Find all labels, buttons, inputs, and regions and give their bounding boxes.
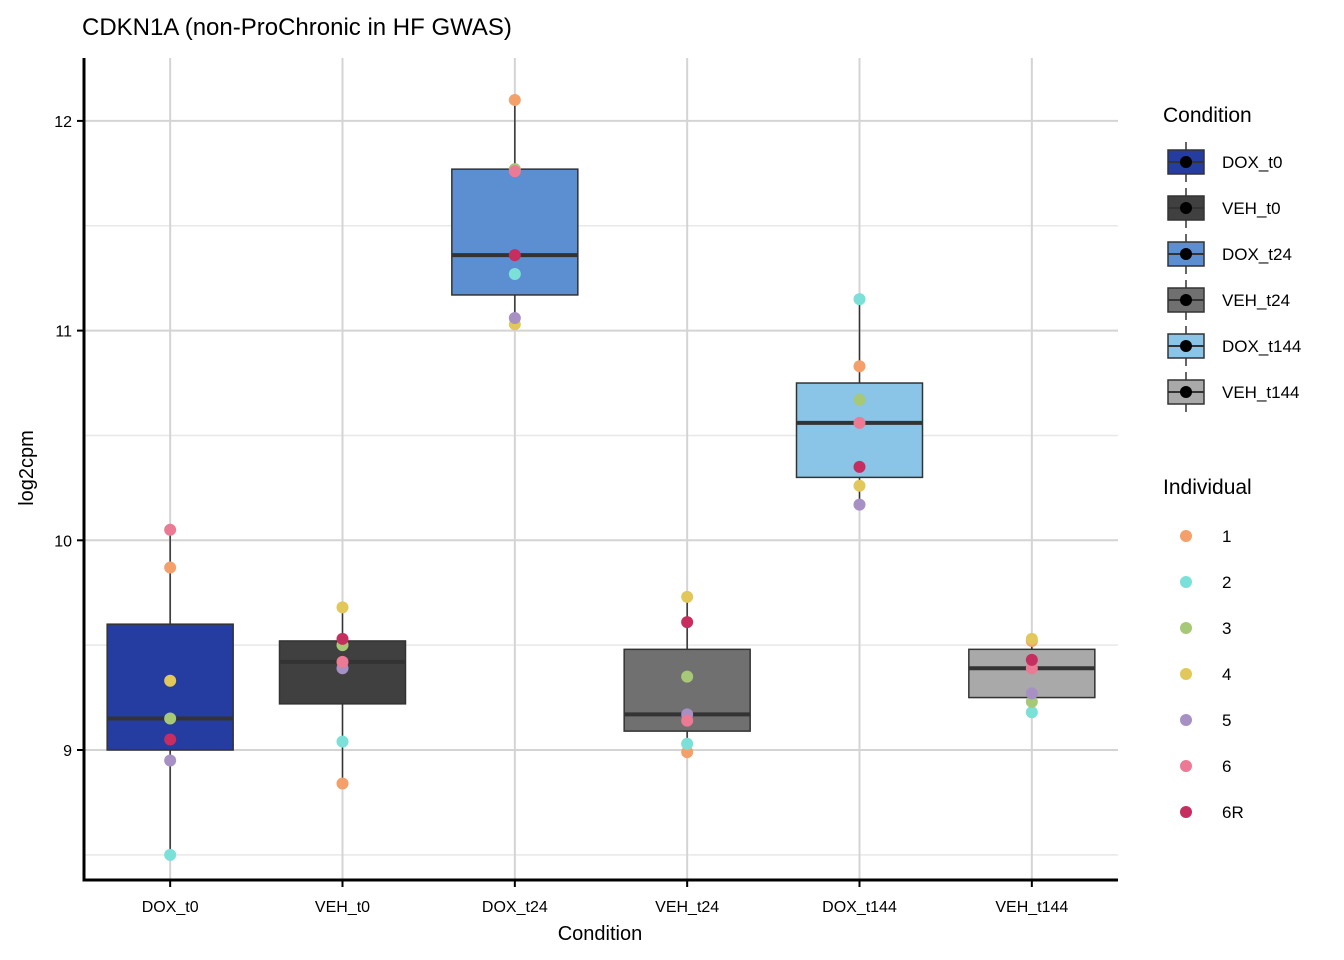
chart-title: CDKN1A (non-ProChronic in HF GWAS) [82,14,512,41]
legend-label-individual: 2 [1222,573,1231,592]
point-VEH_t144-ind-6R [1025,653,1038,666]
x-tick-label: VEH_t0 [315,899,370,916]
legend-key-individual [1180,622,1192,634]
y-axis-title: log2cpm [16,430,38,506]
point-DOX_t24-ind-1 [508,93,521,106]
point-VEH_t144-ind-3 [1025,695,1038,708]
point-DOX_t144-ind-5 [853,498,866,511]
legend-label-individual: 1 [1222,527,1231,546]
legend-title-individual: Individual [1163,476,1252,499]
point-DOX_t144-ind-1 [853,360,866,373]
box-DOX_t24 [451,168,579,296]
axes: 9 10 11 12 DOX_t0 VEH_t0 DOX_t24 VEH_t24 DOX_t14… [54,58,1118,916]
y-tick-label: 10 [54,533,72,550]
legend-label-condition: DOX_t0 [1222,153,1282,172]
x-tick-label: DOX_t0 [142,899,199,916]
point-VEH_t24-ind-2 [681,737,694,750]
point-DOX_t0-ind-6R [164,733,177,746]
point-DOX_t0-ind-5 [164,754,177,767]
point-DOX_t0-ind-4 [164,674,177,687]
legend: Condition DOX_t0 VEH_t0 DOX_t24 VEH_t24 DOX_t… [1163,104,1301,822]
legend-key-point [1180,294,1192,306]
point-VEH_t24-ind-6 [681,714,694,727]
legend-key-point [1180,156,1192,168]
point-VEH_t0-ind-1 [336,777,349,790]
legend-label-individual: 4 [1222,665,1231,684]
point-VEH_t0-ind-2 [336,735,349,748]
point-DOX_t144-ind-2 [853,293,866,306]
point-VEH_t0-ind-4 [336,601,349,614]
point-VEH_t0-ind-6R [336,632,349,645]
gridlines [84,58,1118,880]
point-DOX_t24-ind-5 [508,312,521,325]
x-tick-label: DOX_t24 [482,899,548,916]
x-tick-label: VEH_t24 [655,899,719,916]
legend-key-individual [1180,576,1192,588]
point-VEH_t0-ind-6 [336,655,349,668]
legend-key-point [1180,248,1192,260]
legend-label-individual: 6R [1222,803,1244,822]
legend-key-point [1180,202,1192,214]
legend-label-condition: DOX_t24 [1222,245,1292,264]
point-VEH_t24-ind-1 [681,746,694,759]
legend-key-individual [1180,806,1192,818]
x-tick-label: VEH_t144 [995,899,1068,916]
legend-label-condition: DOX_t144 [1222,337,1301,356]
legend-key-individual [1180,760,1192,772]
legend-label-individual: 3 [1222,619,1231,638]
point-VEH_t144-ind-4 [1025,632,1038,645]
legend-key-individual [1180,714,1192,726]
legend-key-point [1180,340,1192,352]
point-DOX_t24-ind-6 [508,165,521,178]
legend-key-individual [1180,668,1192,680]
data-points [164,93,1038,861]
legend-label-condition: VEH_t24 [1222,291,1290,310]
y-tick-label: 11 [55,324,72,341]
x-axis-title: Condition [558,923,643,945]
legend-label-condition: VEH_t144 [1222,383,1300,402]
point-DOX_t0-ind-2 [164,848,177,861]
y-tick-label: 12 [54,114,72,131]
legend-label-condition: VEH_t0 [1222,199,1281,218]
legend-label-individual: 6 [1222,757,1231,776]
point-DOX_t24-ind-2 [508,267,521,280]
legend-key-individual [1180,530,1192,542]
legend-label-individual: 5 [1222,711,1231,730]
point-VEH_t144-ind-6 [1025,662,1038,675]
point-VEH_t144-ind-5 [1025,687,1038,700]
legend-title-condition: Condition [1163,104,1252,127]
point-DOX_t0-ind-1 [164,561,177,574]
legend-key-point [1180,386,1192,398]
point-DOX_t24-ind-6R [508,249,521,262]
point-VEH_t24-ind-4 [681,590,694,603]
point-VEH_t144-ind-2 [1025,706,1038,719]
y-tick-label: 9 [63,743,72,760]
box-DOX_t0 [106,623,234,751]
point-DOX_t144-ind-4 [853,479,866,492]
point-VEH_t24-ind-6R [681,616,694,629]
point-DOX_t144-ind-3 [853,393,866,406]
point-DOX_t0-ind-3 [164,712,177,725]
point-VEH_t24-ind-3 [681,670,694,683]
boxes [106,168,1096,751]
point-DOX_t144-ind-6R [853,460,866,473]
point-DOX_t0-ind-6 [164,523,177,536]
x-tick-label: DOX_t144 [822,899,897,916]
point-DOX_t144-ind-6 [853,416,866,429]
